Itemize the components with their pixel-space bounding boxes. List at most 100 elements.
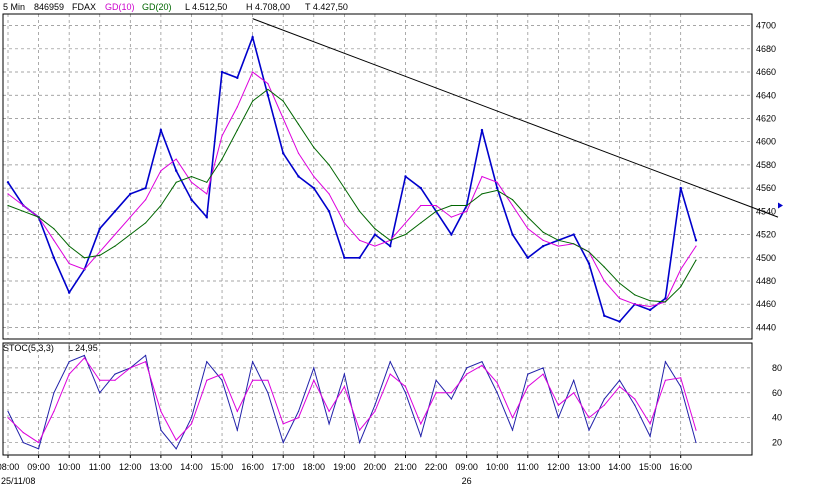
data-point: [450, 204, 452, 207]
stoch-point: [420, 435, 422, 437]
data-point: [450, 233, 453, 236]
data-point: [603, 314, 606, 317]
data-point: [22, 210, 24, 212]
price-tick-label: 4580: [756, 160, 776, 170]
stoch-point: [328, 423, 330, 425]
data-point: [419, 186, 422, 190]
data-point: [526, 256, 530, 259]
stoch-point: [664, 379, 667, 381]
stoch-point: [145, 361, 147, 363]
data-point: [480, 128, 484, 132]
x-tick-label: 11:00: [89, 462, 111, 472]
data-point: [53, 228, 55, 230]
x-tick-label: 15:00: [639, 462, 662, 472]
stoch-point: [99, 379, 101, 381]
stoch-point: [618, 379, 621, 381]
data-point: [53, 239, 55, 241]
stoch-point: [618, 385, 621, 388]
stoch-point: [175, 439, 177, 441]
stoch-point: [343, 385, 345, 388]
data-point: [282, 100, 284, 102]
data-point: [175, 181, 177, 183]
x-tick-label: 10:00: [486, 462, 509, 472]
data-point: [221, 158, 223, 160]
stoch-point: [542, 367, 544, 369]
price-panel: 4440 4460 4480 4500 4520 4540 4560 4580 4600 4620…: [2, 13, 783, 340]
data-point: [205, 215, 208, 219]
stoch-point: [145, 354, 147, 357]
data-point: [129, 192, 132, 196]
data-point: [129, 233, 131, 236]
data-point: [328, 193, 330, 195]
stoch-point: [695, 429, 697, 431]
date-label: 26: [462, 476, 472, 486]
stoch-point: [53, 392, 55, 394]
data-point: [481, 193, 483, 195]
price-axis: 4440 4460 4480 4500 4520 4540 4560 4580 4600 4620…: [756, 21, 783, 332]
stoch-point: [557, 404, 560, 406]
data-point: [634, 294, 636, 296]
data-point: [282, 152, 285, 155]
data-point: [52, 256, 56, 259]
stoch-point: [573, 379, 575, 381]
stoch-point: [680, 377, 682, 379]
data-point: [145, 222, 147, 224]
data-point: [297, 175, 300, 178]
data-point: [83, 257, 86, 259]
data-point: [450, 216, 452, 218]
stoch-point: [527, 373, 529, 375]
stoch-point: [664, 361, 667, 363]
stoch-point: [236, 410, 238, 413]
stoch-point: [404, 385, 407, 388]
stoch-point: [252, 379, 254, 381]
stoch-point: [603, 404, 605, 406]
stoch-panel-frame: [2, 342, 753, 456]
data-point: [83, 268, 86, 270]
stoch-point: [267, 392, 269, 394]
stoch-point: [481, 361, 483, 363]
stoch-point: [359, 441, 361, 444]
data-point: [603, 280, 605, 282]
data-point: [221, 135, 223, 137]
data-point: [327, 210, 331, 213]
data-point: [496, 189, 498, 192]
data-point: [175, 158, 177, 160]
stoch-point: [588, 429, 590, 431]
stoch-point: [282, 441, 284, 444]
stoch-point: [450, 392, 452, 394]
data-point: [22, 204, 24, 207]
stoch-point: [374, 410, 376, 413]
stoch-point: [206, 379, 208, 381]
symbol-id-label: 846959: [34, 2, 64, 12]
x-tick-label: 20:00: [364, 462, 387, 472]
stoch-point: [37, 441, 40, 444]
time-axis: 08:00 09:00 10:00 11:00 12:00 13:00 14:00 15:00…: [0, 455, 692, 486]
stoch-point: [466, 373, 468, 375]
stoch-point: [252, 361, 254, 363]
data-point: [343, 256, 346, 259]
interval-label: 5 Min: [3, 2, 25, 12]
stoch-tick-label: 60: [772, 388, 782, 398]
stoch-point: [267, 379, 269, 381]
data-point: [160, 204, 162, 207]
data-point: [618, 320, 621, 323]
price-tick-label: 4440: [756, 322, 776, 332]
data-point: [435, 204, 437, 207]
stoch-point: [175, 448, 177, 450]
stoch-tick-label: 20: [772, 438, 782, 448]
data-point: [496, 186, 499, 190]
low-value-label: L 4.512,50: [185, 2, 227, 12]
gd20-legend: GD(20): [142, 2, 172, 12]
data-point: [542, 239, 544, 241]
stoch-tick-label: 80: [772, 363, 782, 373]
stoch-point: [83, 357, 86, 359]
data-point: [618, 282, 621, 284]
data-point: [220, 70, 224, 74]
series-line-gd-20-: [7, 88, 697, 303]
price-tick-label: 4480: [756, 276, 776, 286]
stoch-point: [297, 410, 300, 413]
stoch-point: [328, 410, 330, 413]
stoch-name-label: STOC(5,3,3): [3, 343, 54, 353]
